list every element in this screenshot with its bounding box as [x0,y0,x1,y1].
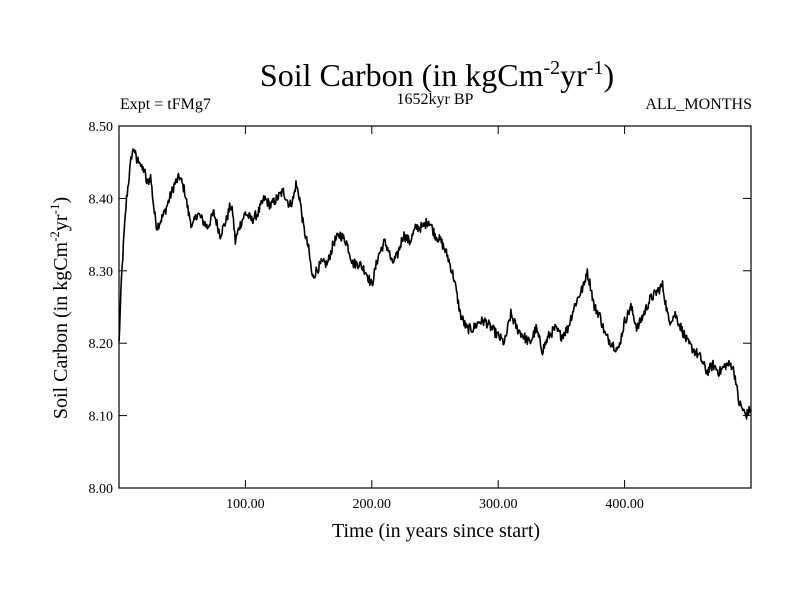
y-tick-label-3: 8.30 [89,265,114,280]
y-tick-label-1: 8.10 [89,410,114,425]
chart-title: Soil Carbon (in kgCm-2yr-1) [260,57,614,93]
series-line-0 [118,148,752,420]
subtitle-right: ALL_MONTHS [645,96,752,113]
y-tick-label-4: 8.40 [89,192,114,207]
x-tick-label-0: 100.00 [226,497,265,512]
plot-frame [118,125,752,489]
y-tick-label-5: 8.50 [89,120,114,135]
x-tick-label-2: 300.00 [479,497,518,512]
x-axis: 100.00 200.00 300.00 400.00 [226,126,644,512]
x-axis-label: Time (in years since start) [332,520,540,542]
subtitle-left: Expt = tFMg7 [120,96,211,113]
x-tick-label-1: 200.00 [353,497,392,512]
y-tick-label-2: 8.20 [89,337,114,352]
x-tick-label-3: 400.00 [605,497,644,512]
subtitle-center: 1652kyr BP [397,91,474,108]
y-axis-label: Soil Carbon (in kgCm-2yr-1) [47,197,72,419]
y-tick-label-0: 8.00 [89,482,114,497]
series-layer [118,148,752,420]
y-axis: 8.00 8.10 8.20 8.30 8.40 8.50 [89,120,751,497]
